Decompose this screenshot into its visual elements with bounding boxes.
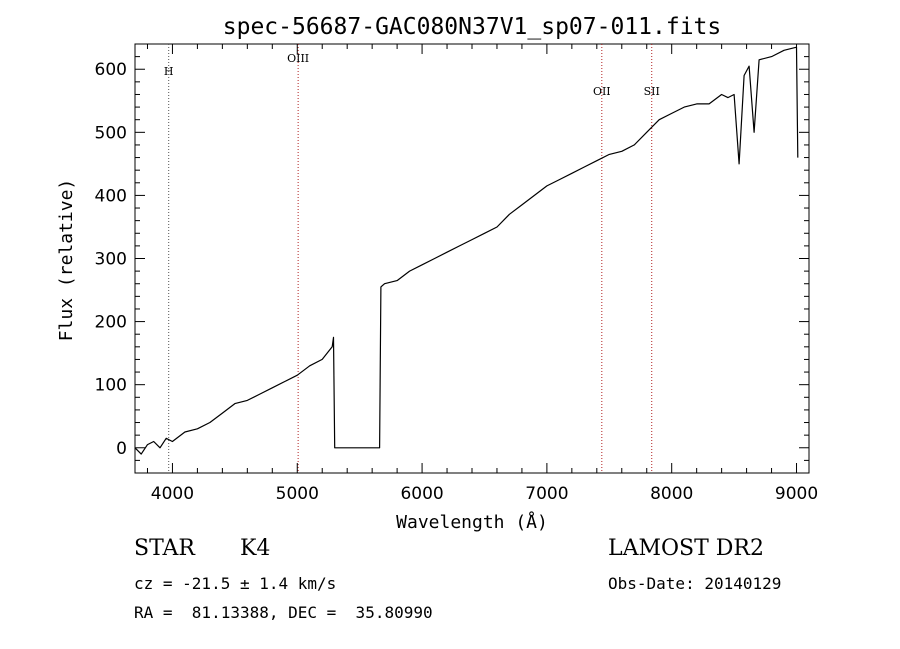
survey-name: LAMOST DR2: [608, 536, 764, 561]
x-tick-label: 9000: [775, 484, 818, 504]
y-axis-label: Flux (relative): [56, 179, 77, 342]
spectral-line-label: H: [164, 65, 174, 78]
x-tick-label: 7000: [525, 484, 568, 504]
spectral-line-label: OIII: [287, 52, 309, 65]
redshift-text: cz = -21.5 ± 1.4 km/s: [134, 574, 337, 593]
coordinates-text: RA = 81.13388, DEC = 35.80990: [134, 603, 433, 622]
spectral-line-label: SII: [644, 85, 660, 98]
x-tick-label: 5000: [276, 484, 319, 504]
y-tick-label: 500: [95, 123, 127, 143]
object-subclass: K4: [240, 536, 271, 561]
y-tick-label: 100: [95, 376, 127, 396]
spectrum-line-layer: [134, 46, 799, 455]
chart-title: spec-56687-GAC080N37V1_sp07-011.fits: [223, 14, 722, 40]
y-tick-label: 400: [95, 186, 127, 206]
obs-date-text: Obs-Date: 20140129: [608, 574, 782, 593]
spectrum-series-line: [134, 46, 799, 455]
axes: 4000 5000 6000 7000 8000 9000 0 100 200 300 400 500…: [95, 43, 818, 504]
x-tick-label: 6000: [400, 484, 443, 504]
object-class: STAR: [134, 536, 195, 561]
x-tick-label: 4000: [151, 484, 194, 504]
x-axis-label: Wavelength (Å): [396, 511, 548, 533]
spectral-line-markers: H OIII OII SII: [164, 44, 660, 473]
y-tick-label: 600: [95, 60, 127, 80]
y-tick-label: 200: [95, 313, 127, 333]
y-tick-label: 0: [116, 439, 127, 459]
y-tick-label: 300: [95, 250, 127, 270]
x-tick-label: 8000: [650, 484, 693, 504]
plot-frame: [134, 43, 810, 474]
spectral-line-label: OII: [593, 85, 611, 98]
